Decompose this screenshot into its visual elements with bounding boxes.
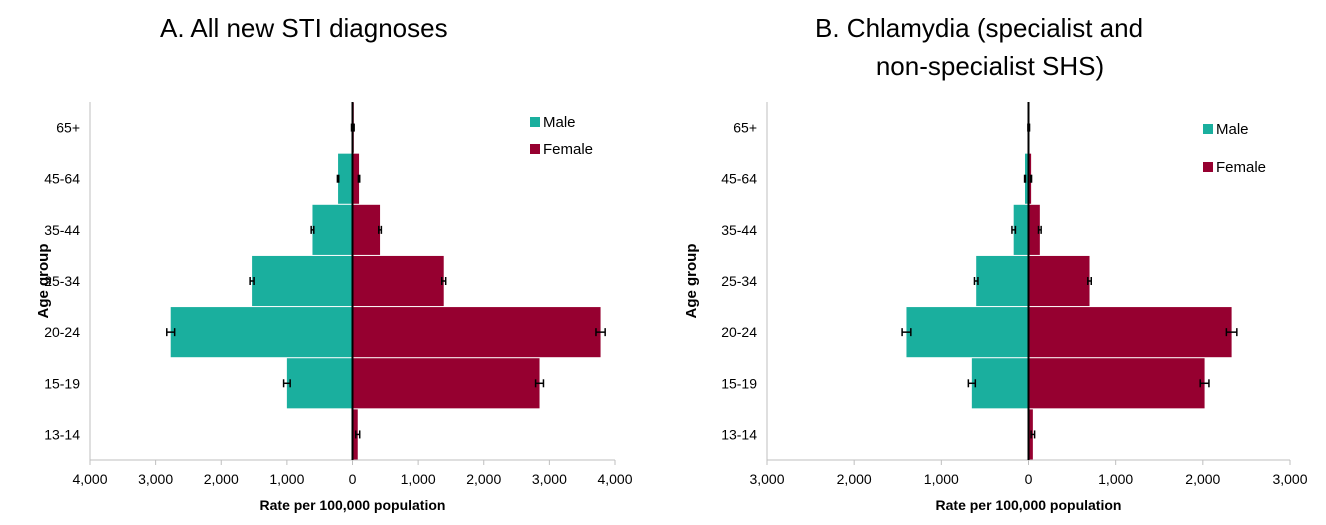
bar-female-45-64 (1028, 153, 1032, 204)
error-bar-female-45-64 (357, 174, 361, 183)
error-bar-female-45-64 (1029, 174, 1033, 183)
category-label-15-19: 15-19 (721, 375, 757, 391)
legend-label: Female (1216, 159, 1266, 176)
legend-swatch (1203, 162, 1213, 172)
legend-label: Male (1216, 121, 1249, 138)
bar-female-25-34 (352, 255, 444, 307)
bar-male-20-24 (170, 307, 353, 358)
category-label-20-24: 20-24 (44, 324, 80, 340)
error-bar-female-35-44 (1037, 225, 1042, 234)
x-axis-title: Rate per 100,000 population (260, 497, 446, 513)
category-label-25-34: 25-34 (721, 273, 757, 289)
bar-male-20-24 (906, 307, 1029, 358)
error-bar-female-13-14 (355, 430, 361, 439)
category-label-15-19: 15-19 (44, 375, 80, 391)
error-bar-female-15-19 (534, 379, 545, 388)
bar-male-15-19 (971, 358, 1029, 409)
error-bar-female-65+ (352, 123, 355, 132)
category-label-35-44: 35-44 (721, 222, 757, 238)
error-bar-female-13-14 (1030, 430, 1036, 439)
x-tick-label: 1,000 (924, 471, 959, 487)
y-axis-title: Age group (35, 244, 52, 319)
x-axis-title: Rate per 100,000 population (936, 497, 1122, 513)
legend-item-male: Male (530, 114, 576, 131)
category-label-13-14: 13-14 (44, 426, 80, 442)
y-axis-title: Age group (683, 244, 700, 319)
error-bar-male-15-19 (282, 379, 291, 388)
x-tick-label: 1,000 (269, 471, 304, 487)
category-label-20-24: 20-24 (721, 324, 757, 340)
error-bar-female-25-34 (441, 277, 447, 285)
category-label-45-64: 45-64 (44, 171, 80, 187)
bar-female-25-34 (1028, 255, 1090, 307)
category-label-25-34: 25-34 (44, 273, 80, 289)
pyramid-chart-b: 13-14 15-19 20-24 25-34 35-44 45-64 65+ 3,000 2,… (683, 102, 1308, 513)
error-bar-female-20-24 (595, 328, 606, 337)
legend-label: Male (543, 114, 576, 131)
error-bar-male-25-34 (973, 277, 979, 285)
error-bar-male-35-44 (1011, 225, 1017, 234)
chart-title: A. All new STI diagnoses (160, 13, 448, 43)
x-tick-label: 3,000 (749, 471, 784, 487)
x-tick-label: 4,000 (597, 471, 632, 487)
chart-panel-a: A. All new STI diagnoses 13-14 15-19 20-24… (0, 0, 660, 525)
x-tick-label: 3,000 (1272, 471, 1307, 487)
bar-male-45-64 (338, 153, 353, 204)
bar-male-15-19 (286, 358, 353, 409)
error-bar-female-25-34 (1087, 277, 1093, 285)
bar-female-15-19 (352, 358, 540, 409)
category-label-13-14: 13-14 (721, 426, 757, 442)
x-tick-label: 3,000 (138, 471, 173, 487)
bar-male-45-64 (1025, 153, 1029, 204)
legend-swatch (530, 117, 540, 127)
x-tick-label: 2,000 (837, 471, 872, 487)
bar-male-25-34 (252, 255, 353, 307)
chart-title-line-1: B. Chlamydia (specialist and (815, 13, 1144, 43)
x-tick-label: 0 (1025, 471, 1033, 487)
error-bar-male-25-34 (249, 277, 255, 285)
error-bar-female-20-24 (1225, 328, 1238, 337)
x-tick-label: 4,000 (72, 471, 107, 487)
error-bar-female-15-19 (1199, 379, 1210, 388)
chart-panel-b: B. Chlamydia (specialist and non-special… (660, 0, 1326, 525)
legend-item-female: Female (530, 141, 593, 158)
bar-female-35-44 (1028, 204, 1040, 255)
bar-male-35-44 (312, 204, 353, 255)
bar-male-25-34 (976, 255, 1029, 307)
bar-female-15-19 (1028, 358, 1205, 409)
legend-swatch (1203, 124, 1213, 134)
x-tick-label: 3,000 (532, 471, 567, 487)
error-bar-female-35-44 (378, 225, 383, 234)
error-bar-male-45-64 (1023, 174, 1027, 183)
legend-item-female: Female (1203, 159, 1266, 176)
bar-female-45-64 (352, 153, 360, 204)
error-bar-male-15-19 (967, 379, 977, 388)
error-bar-male-20-24 (166, 328, 176, 337)
x-tick-label: 1,000 (1098, 471, 1133, 487)
error-bar-male-35-44 (310, 225, 315, 234)
legend-swatch (530, 144, 540, 154)
bar-male-35-44 (1013, 204, 1029, 255)
legend-item-male: Male (1203, 121, 1249, 138)
bar-female-35-44 (352, 204, 381, 255)
category-label-35-44: 35-44 (44, 222, 80, 238)
legend-label: Female (543, 141, 593, 158)
x-tick-label: 2,000 (1185, 471, 1220, 487)
x-tick-label: 1,000 (401, 471, 436, 487)
category-label-65+: 65+ (56, 120, 80, 136)
chart-title-line-2: non-specialist SHS) (875, 51, 1105, 81)
error-bar-male-45-64 (336, 174, 340, 183)
bar-female-20-24 (1028, 307, 1232, 358)
category-label-65+: 65+ (733, 120, 757, 136)
x-tick-label: 2,000 (466, 471, 501, 487)
pyramid-chart-a: 13-14 15-19 20-24 25-34 35-44 45-64 65+ 4,000 3,… (35, 102, 633, 513)
x-tick-label: 0 (349, 471, 357, 487)
error-bar-male-20-24 (901, 328, 912, 337)
category-label-45-64: 45-64 (721, 171, 757, 187)
x-tick-label: 2,000 (204, 471, 239, 487)
bar-female-20-24 (352, 307, 601, 358)
